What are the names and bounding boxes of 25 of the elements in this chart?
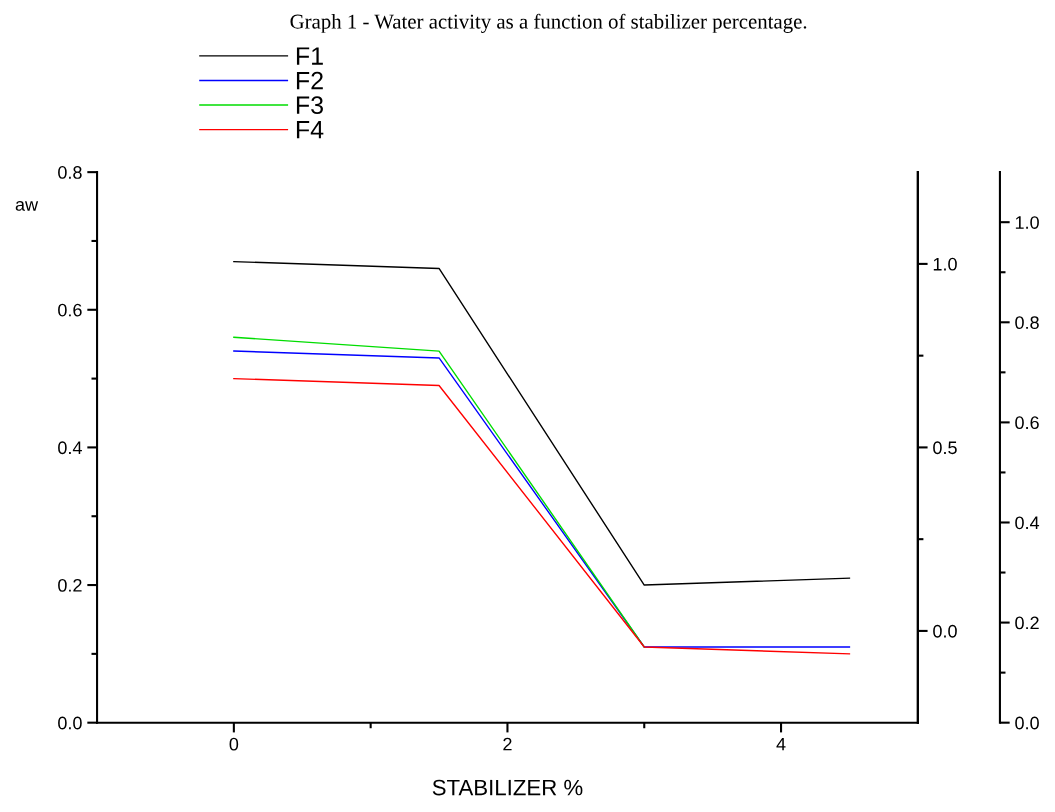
y3-tick-label: 0.6 [1015,416,1039,430]
y3-tick-label: 0.4 [1015,516,1040,530]
chart-title: Graph 1 - Water activity as a function of stabilizer percentage. [290,13,807,33]
y3-tick-label: 0.8 [1015,316,1039,330]
y-tick-label: 0.4 [58,441,82,455]
x-axis-title: STABILIZER % [432,779,583,796]
y2-tick-label: 0.5 [933,441,957,455]
y-tick-label: 0.0 [58,716,82,730]
y3-tick-label: 0.2 [1015,616,1039,630]
x-tick-label: 2 [503,737,512,751]
y3-tick-label: 1.0 [1015,216,1039,229]
legend-label: F2 [296,71,323,90]
y-tick-label: 0.6 [58,303,82,317]
y2-tick-label: 0.0 [933,624,957,638]
y2-tick-label: 1.0 [933,257,957,271]
line-series [233,260,851,586]
x-tick-label: 0 [229,737,239,751]
legend-label: F3 [296,96,323,115]
y3-tick-label: 0.0 [1015,716,1039,730]
legend-label: F1 [296,47,323,65]
legend-label: F4 [296,121,324,139]
x-tick-label: 4 [776,737,786,751]
y-tick-label: 0.2 [58,578,82,592]
y-axis-title: aw [15,200,39,211]
y-tick-label: 0.8 [58,166,82,179]
